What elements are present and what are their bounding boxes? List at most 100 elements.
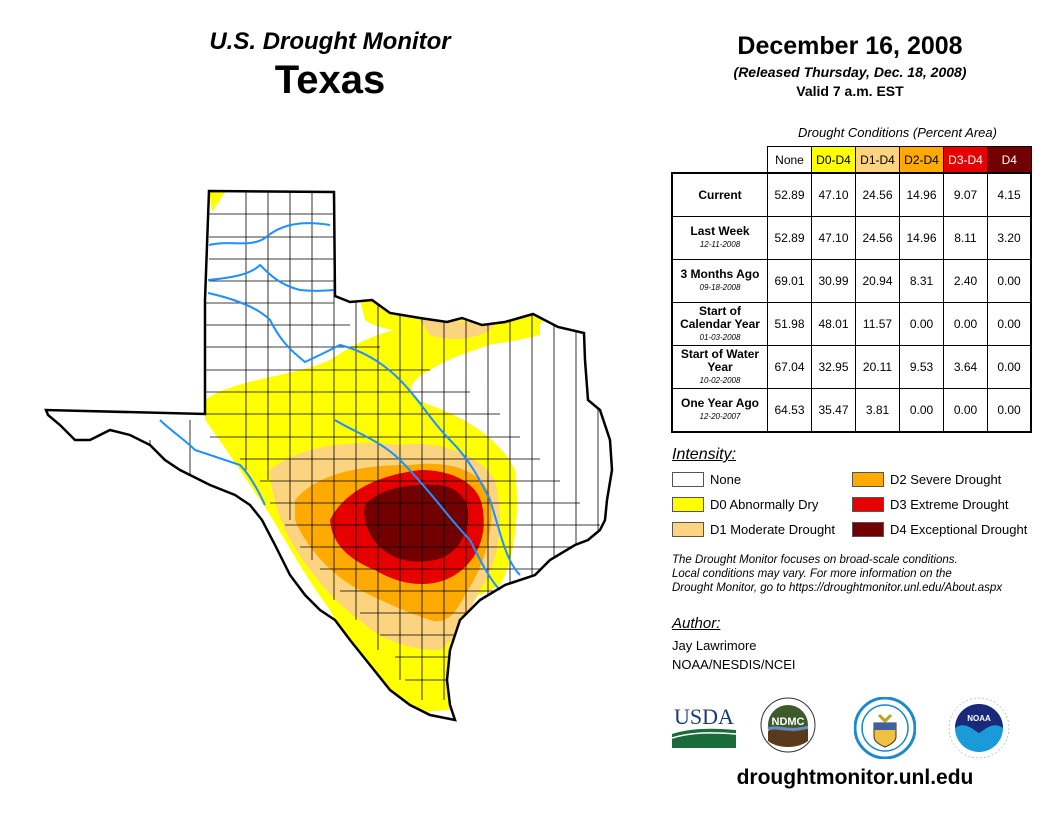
ndmc-logo-icon: NDMC bbox=[760, 697, 816, 753]
table-cell: 3.81 bbox=[855, 388, 900, 433]
table-cell: 3.20 bbox=[987, 216, 1032, 260]
river-colorado bbox=[334, 419, 501, 591]
table-cell: 4.15 bbox=[987, 172, 1032, 217]
table-row: Last Week 12-11-2008 52.89 47.10 24.56 14.96 8… bbox=[671, 216, 1032, 260]
author-org: NOAA/NESDIS/NCEI bbox=[672, 657, 796, 672]
website-url[interactable]: droughtmonitor.unl.edu bbox=[736, 766, 974, 789]
commerce-seal-icon bbox=[854, 697, 916, 759]
legend-item-none: None bbox=[672, 470, 835, 488]
header-blank bbox=[672, 147, 768, 174]
legend-item-d3: D3 Extreme Drought bbox=[852, 495, 1027, 513]
table-cell: 11.57 bbox=[855, 302, 900, 346]
legend-label: D4 Exceptional Drought bbox=[890, 521, 1028, 537]
column-header-none: None bbox=[767, 146, 812, 174]
row-header: Start of Calendar Year 01-03-2008 bbox=[671, 302, 768, 346]
table-cell: 9.53 bbox=[899, 345, 944, 389]
release-date: (Released Thursday, Dec. 18, 2008) bbox=[733, 64, 967, 80]
author-name: Jay Lawrimore bbox=[672, 638, 757, 653]
legend-item-d0: D0 Abnormally Dry bbox=[672, 495, 835, 513]
table-cell: 0.00 bbox=[899, 302, 944, 346]
table-cell: 8.31 bbox=[899, 259, 944, 303]
table-cell: 47.10 bbox=[811, 216, 856, 260]
table-row: Start of Calendar Year 01-03-2008 51.98 48.… bbox=[671, 302, 1032, 346]
legend-swatch bbox=[852, 521, 884, 537]
noaa-logo-icon: NOAA bbox=[948, 697, 1010, 759]
row-date: 09-18-2008 bbox=[699, 283, 741, 292]
row-date: 10-02-2008 bbox=[699, 375, 741, 385]
rivers bbox=[159, 222, 521, 591]
legend-swatch bbox=[852, 496, 884, 512]
legend-label: None bbox=[710, 471, 742, 487]
table-cell: 8.11 bbox=[943, 216, 988, 260]
table-cell: 14.96 bbox=[899, 172, 944, 217]
usda-logo-text: USDA bbox=[674, 704, 734, 729]
drought-conditions-table: None D0-D4 D1-D4 D2-D4 D3-D4 D4 Current 5… bbox=[671, 146, 1032, 433]
state-name: Texas bbox=[274, 58, 386, 102]
row-label: 3 Months Ago bbox=[680, 267, 760, 281]
d4-area bbox=[364, 484, 469, 562]
row-header: Current bbox=[671, 172, 768, 217]
table-header-row: None D0-D4 D1-D4 D2-D4 D3-D4 D4 bbox=[672, 146, 1032, 174]
legend-swatch bbox=[672, 521, 704, 537]
table-cell: 0.00 bbox=[987, 345, 1032, 389]
table-cell: 30.99 bbox=[811, 259, 856, 303]
column-header-d3-d4: D3-D4 bbox=[943, 146, 988, 174]
row-date: 12-20-2007 bbox=[699, 412, 741, 421]
date-block: December 16, 2008 (Released Thursday, De… bbox=[680, 32, 1020, 99]
row-label: Start of Calendar Year bbox=[680, 303, 760, 331]
table-cell: 52.89 bbox=[767, 172, 812, 217]
row-header: Start of Water Year 10-02-2008 bbox=[671, 345, 768, 389]
d0-area-panhandle bbox=[209, 191, 225, 212]
table-cell: 20.94 bbox=[855, 259, 900, 303]
row-header: One Year Ago 12-20-2007 bbox=[671, 388, 768, 433]
legend-column-right: D2 Severe Drought D3 Extreme Drought D4 … bbox=[852, 470, 1027, 538]
table-row: Current 52.89 47.10 24.56 14.96 9.07 4.15 bbox=[671, 172, 1032, 217]
river-red-fork bbox=[207, 263, 336, 292]
table-cell: 3.64 bbox=[943, 345, 988, 389]
usda-logo-icon: USDA bbox=[672, 704, 736, 748]
map-title: U.S. Drought Monitor bbox=[209, 28, 451, 55]
row-label: Last Week bbox=[690, 224, 750, 238]
legend-item-d4: D4 Exceptional Drought bbox=[852, 520, 1027, 538]
table-row: Start of Water Year 10-02-2008 67.04 32.95 2… bbox=[671, 345, 1032, 389]
table-cell: 47.10 bbox=[811, 172, 856, 217]
table-cell: 64.53 bbox=[767, 388, 812, 433]
disclaimer-line: Local conditions may vary. For more info… bbox=[672, 568, 952, 580]
table-cell: 24.56 bbox=[855, 216, 900, 260]
row-date: 01-03-2008 bbox=[699, 332, 741, 342]
table-cell: 9.07 bbox=[943, 172, 988, 217]
table-row: One Year Ago 12-20-2007 64.53 35.47 3.81 0.00… bbox=[671, 388, 1032, 433]
table-cell: 48.01 bbox=[811, 302, 856, 346]
legend-item-d1: D1 Moderate Drought bbox=[672, 520, 835, 538]
row-label: One Year Ago bbox=[680, 396, 760, 410]
table-cell: 0.00 bbox=[987, 302, 1032, 346]
table-cell: 20.11 bbox=[855, 345, 900, 389]
table-cell: 0.00 bbox=[943, 388, 988, 433]
table-cell: 0.00 bbox=[943, 302, 988, 346]
ndmc-logo-text: NDMC bbox=[772, 716, 805, 728]
map-date: December 16, 2008 bbox=[737, 32, 963, 60]
noaa-logo-text: NOAA bbox=[967, 714, 991, 723]
d1-area-north bbox=[420, 319, 495, 339]
column-header-d4: D4 bbox=[987, 146, 1032, 174]
table-row: 3 Months Ago 09-18-2008 69.01 30.99 20.94 8.3… bbox=[671, 259, 1032, 303]
legend-swatch bbox=[672, 496, 704, 512]
river-brazos bbox=[207, 292, 521, 576]
river-rio-grande-upper bbox=[159, 419, 266, 506]
table-cell: 0.00 bbox=[987, 388, 1032, 433]
table-cell: 0.00 bbox=[987, 259, 1032, 303]
legend-label: D3 Extreme Drought bbox=[890, 496, 1009, 512]
table-cell: 51.98 bbox=[767, 302, 812, 346]
table-cell: 35.47 bbox=[811, 388, 856, 433]
row-header: 3 Months Ago 09-18-2008 bbox=[671, 259, 768, 303]
table-cell: 0.00 bbox=[899, 388, 944, 433]
table-cell: 67.04 bbox=[767, 345, 812, 389]
table-cell: 14.96 bbox=[899, 216, 944, 260]
column-header-d1-d4: D1-D4 bbox=[855, 146, 900, 174]
column-header-d0-d4: D0-D4 bbox=[811, 146, 856, 174]
legend-swatch bbox=[672, 471, 704, 487]
river-canadian bbox=[208, 222, 331, 246]
author-title: Author: bbox=[672, 615, 721, 632]
legend-label: D2 Severe Drought bbox=[890, 471, 1002, 487]
table-cell: 24.56 bbox=[855, 172, 900, 217]
